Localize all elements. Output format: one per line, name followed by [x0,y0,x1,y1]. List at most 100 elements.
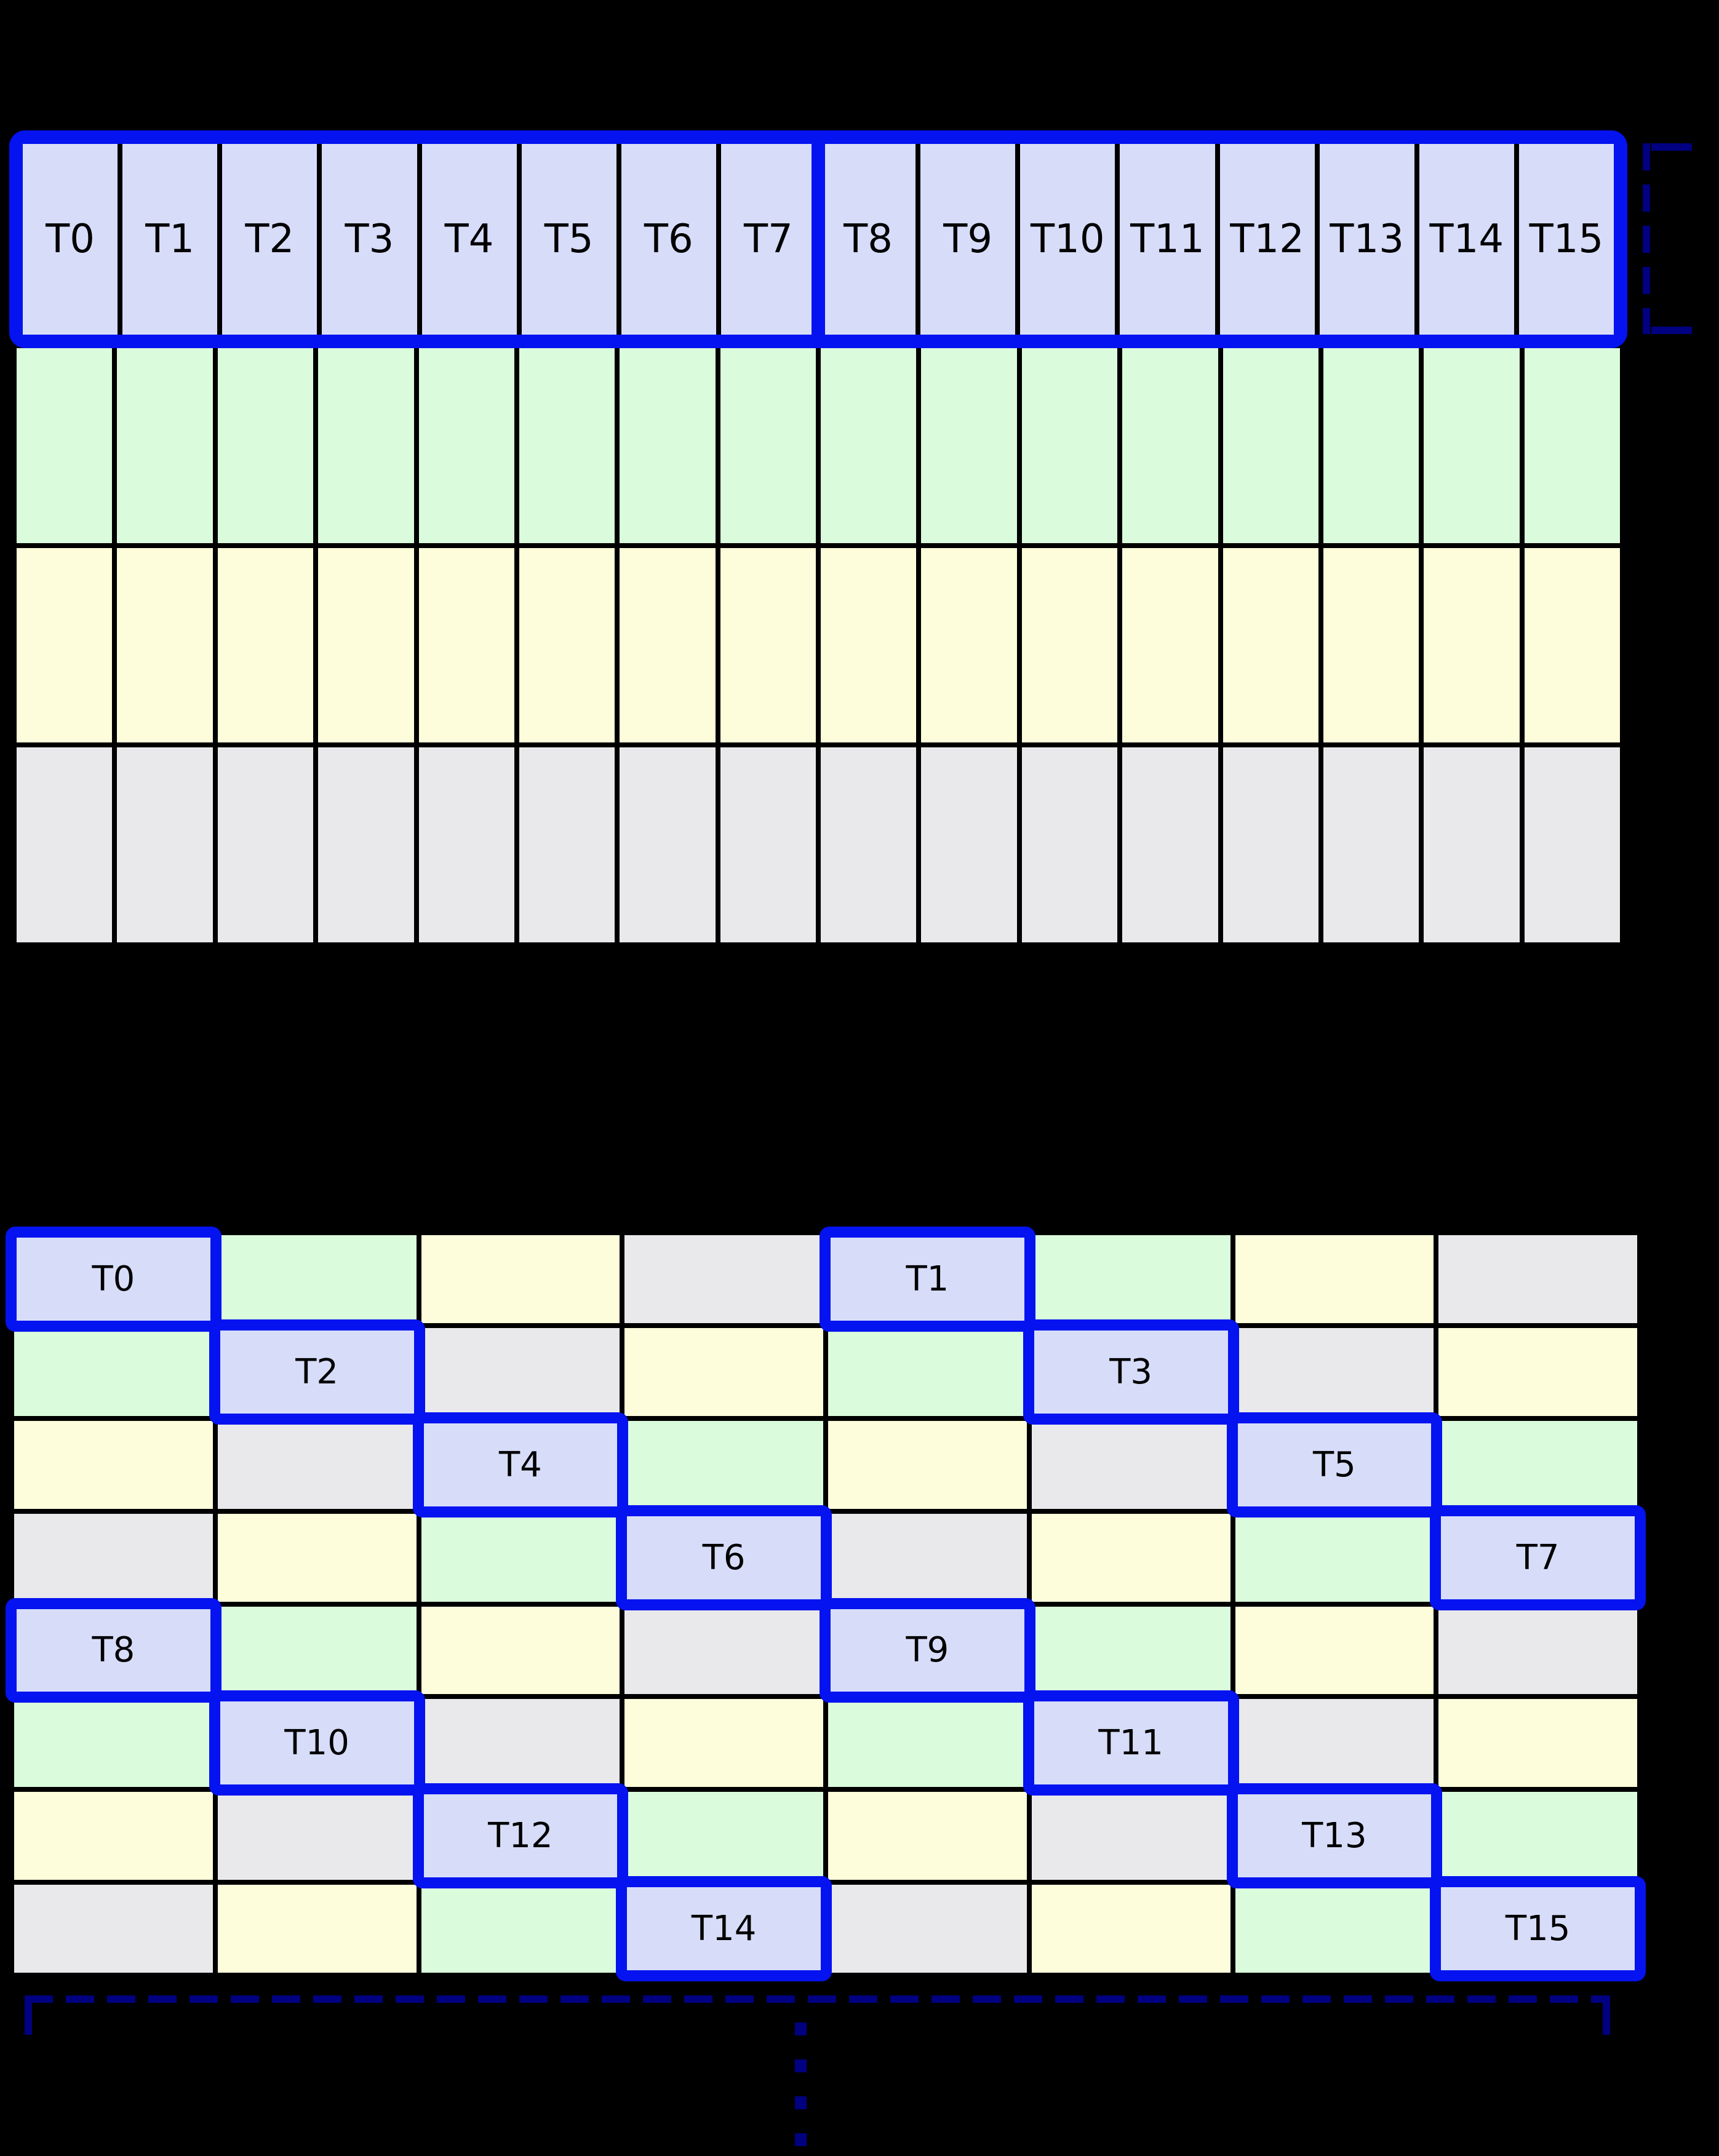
thread-highlight-box: T12 [412,1783,629,1889]
memory-cell [921,348,1017,543]
bank-cell [1235,1513,1434,1602]
continuation-ellipsis-icon [795,2023,807,2149]
bank-cell [14,1792,213,1880]
bank-cell [1235,1699,1434,1788]
bank-cell [421,1513,620,1602]
memory-row-yellow [17,547,1620,743]
memory-cell [117,747,213,943]
bank-cell [217,1513,417,1602]
thread-cell: T10 [1020,144,1115,335]
thread-cell: T1 [122,144,218,335]
bank-cell [624,1699,823,1788]
thread-cell: T4 [421,144,517,335]
thread-cell: T13 [1319,144,1414,335]
bank-cell [1438,1606,1637,1695]
memory-cell [217,747,314,943]
memory-cell [821,747,917,943]
bank-cell [217,1606,417,1695]
memory-cell [620,348,716,543]
memory-cell [318,747,414,943]
bank-cell [14,1327,213,1416]
bank-cell [624,1420,823,1509]
memory-cell [921,747,1017,943]
bank-cell [1031,1792,1230,1880]
thread-cell: T15 [1518,144,1614,335]
memory-cell [418,747,514,943]
bank-cell [1031,1885,1230,1973]
thread-highlight-box: T7 [1430,1505,1646,1610]
bank-cell [1031,1513,1230,1602]
memory-cell [418,547,514,743]
thread-highlight-box: T1 [820,1227,1035,1332]
memory-cell [1222,747,1318,943]
bank-cell [421,1606,620,1695]
thread-cell: T7 [720,144,816,335]
thread-highlight-box: T15 [1430,1876,1646,1981]
memory-cell [318,348,414,543]
memory-cell [519,547,615,743]
row-span-bracket-left-tick [25,1999,32,2035]
memory-cell [117,547,213,743]
memory-cell [1222,547,1318,743]
bank-cell [14,1699,213,1788]
memory-cell [1021,348,1118,543]
bank-cell [624,1792,823,1880]
bank-cell [217,1420,417,1509]
bank-cell [1235,1606,1434,1695]
memory-cell [217,348,314,543]
bank-cell [217,1885,417,1973]
memory-cell [17,547,113,743]
memory-row-green [17,348,1620,543]
memory-cell [1122,547,1218,743]
thread-cell: T3 [322,144,417,335]
bank-cell [1235,1235,1434,1323]
bank-cell [1235,1327,1434,1416]
bank-cell [624,1606,823,1695]
memory-cell [1424,547,1520,743]
bank-cell [421,1699,620,1788]
thread-cell: T9 [920,144,1016,335]
memory-cell [720,348,816,543]
thread-cell: T6 [621,144,716,335]
bank-cell [1031,1235,1230,1323]
bank-cell [14,1885,213,1973]
memory-cell [1524,747,1620,943]
memory-cell [519,747,615,943]
warp-half-divider [812,130,825,348]
memory-cell [620,547,716,743]
memory-cell [821,348,917,543]
memory-cell [921,547,1017,743]
memory-cell [1424,747,1520,943]
memory-cell [1122,348,1218,543]
thread-highlight-box: T6 [616,1505,832,1610]
bank-cell [217,1792,417,1880]
thread-cell: T11 [1120,144,1215,335]
bank-cell [828,1513,1027,1602]
memory-cell [17,348,113,543]
memory-cell [1222,348,1318,543]
bank-cell [828,1699,1027,1788]
warp-bracket-icon [1643,143,1650,334]
memory-cell [620,747,716,943]
bank-cell [828,1327,1027,1416]
bank-cell [624,1235,823,1323]
memory-cell [217,547,314,743]
warp-bracket-top-tick [1651,143,1692,151]
memory-cell [1323,547,1419,743]
bank-cell [1031,1606,1230,1695]
thread-cell: T14 [1419,144,1514,335]
bank-cell [828,1885,1027,1973]
memory-cell [720,747,816,943]
thread-highlight-box: T4 [412,1412,629,1518]
thread-highlight-box: T0 [6,1227,221,1332]
memory-cell [318,547,414,743]
bank-cell [14,1420,213,1509]
thread-highlight-box: T9 [820,1597,1035,1703]
thread-highlight-box: T5 [1226,1412,1443,1518]
bank-cell [421,1885,620,1973]
memory-cell [1323,348,1419,543]
bank-cell [1235,1885,1434,1973]
bank-cell [421,1327,620,1416]
thread-highlight-box: T13 [1226,1783,1443,1889]
